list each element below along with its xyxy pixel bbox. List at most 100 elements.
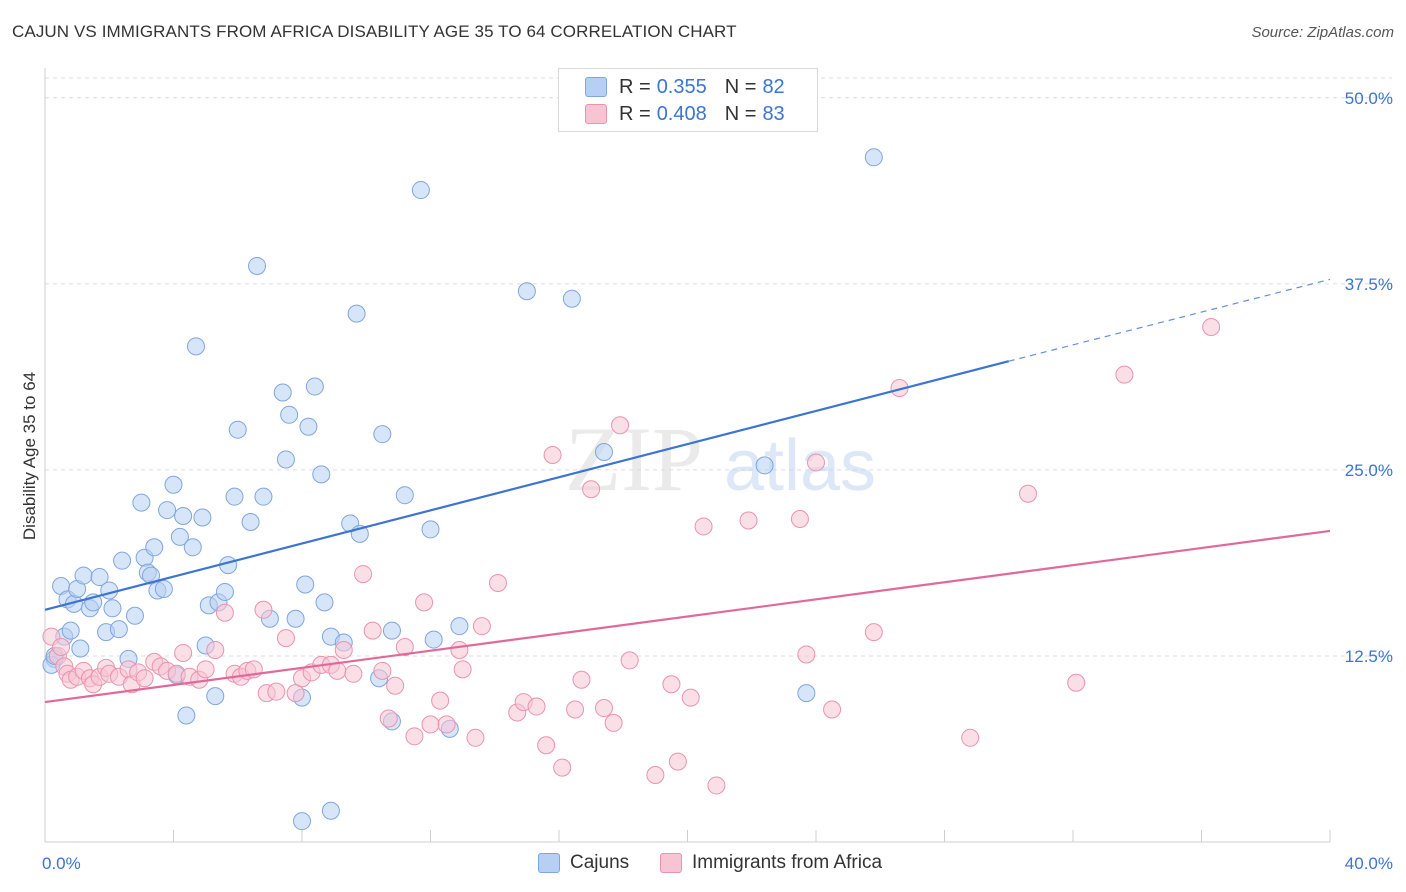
legend-n-label: N = [724, 102, 757, 125]
africa-point [363, 621, 382, 640]
legend-swatch-africa [585, 104, 607, 124]
africa-point [254, 600, 273, 619]
africa-point [472, 617, 491, 636]
africa-point [1202, 317, 1221, 336]
africa-point [961, 728, 980, 747]
legend-n-value-africa: 83 [762, 102, 785, 125]
cajun-point [186, 337, 205, 356]
cajun-point [74, 566, 93, 585]
africa-point [344, 664, 363, 683]
cajun-point [373, 425, 392, 444]
cajun-point [280, 405, 299, 424]
africa-point [1067, 673, 1086, 692]
cajun-point [797, 684, 816, 703]
africa-point [453, 660, 472, 679]
cajun-point [382, 621, 401, 640]
cajun-point [450, 617, 469, 636]
cajun-point [248, 256, 267, 275]
africa-point [694, 517, 713, 536]
legend-r-value-cajuns: 0.355 [656, 75, 707, 98]
series-legend-cajuns[interactable]: Cajuns [538, 852, 629, 874]
cajun-trend-line [44, 360, 1010, 611]
cajun-point [109, 620, 128, 639]
africa-point [52, 638, 71, 657]
africa-point [196, 660, 215, 679]
cajun-point [411, 181, 430, 200]
cajun-point [125, 606, 144, 625]
legend-r-label: R = [619, 75, 651, 98]
africa-point [488, 574, 507, 593]
cajun-point [562, 289, 581, 308]
africa-point [707, 776, 726, 795]
chart-title: CAJUN VS IMMIGRANTS FROM AFRICA DISABILI… [12, 22, 737, 41]
cajun-point [228, 420, 247, 439]
africa-point [790, 510, 809, 529]
series-legend-africa[interactable]: Immigrants from Africa [660, 852, 882, 874]
cajun-point [193, 508, 212, 527]
cajun-point [71, 639, 90, 658]
trend-lines [44, 278, 1331, 704]
cajun-point [103, 599, 122, 618]
africa-point [466, 728, 485, 747]
africa-point [395, 638, 414, 657]
legend-row-africa: R = 0.408 N = 83 [585, 102, 785, 126]
source-label: Source: ZipAtlas.com [1251, 24, 1394, 41]
cajun-point [395, 486, 414, 505]
series-name-cajuns: Cajuns [570, 852, 630, 873]
x-tick-label: 0.0% [42, 854, 81, 873]
cajun-point [158, 501, 177, 520]
africa-point [437, 715, 456, 734]
data-points [42, 148, 1221, 831]
cajun-point [225, 487, 244, 506]
africa-point [668, 752, 687, 771]
grid [45, 77, 1392, 657]
cajun-point [296, 575, 315, 594]
cajun-point [424, 630, 443, 649]
cajun-point [241, 512, 260, 531]
africa-point [386, 676, 405, 695]
africa-point [379, 709, 398, 728]
cajun-point [100, 581, 119, 600]
cajun-point [142, 566, 161, 585]
legend-swatch-cajuns [585, 77, 607, 97]
y-tick-label: 25.0% [1345, 461, 1393, 480]
series-swatch-africa [660, 853, 682, 873]
cajun-point [299, 417, 318, 436]
africa-point [864, 623, 883, 642]
africa-point [135, 669, 154, 688]
africa-point [739, 511, 758, 530]
cajun-trend-extension [1008, 278, 1331, 362]
cajun-point [206, 687, 225, 706]
correlation-legend: R = 0.355 N = 82 R = 0.408 N = 83 [558, 68, 818, 132]
africa-point [662, 675, 681, 694]
legend-n-value-cajuns: 82 [762, 75, 785, 98]
africa-point [594, 699, 613, 718]
africa-point [267, 682, 286, 701]
africa-point [807, 453, 825, 472]
cajun-point [154, 579, 173, 598]
africa-point [286, 684, 305, 703]
legend-row-cajuns: R = 0.355 N = 82 [585, 75, 785, 99]
legend-r-label: R = [619, 102, 651, 125]
cajun-point [421, 520, 440, 539]
cajun-point [273, 383, 292, 402]
cajun-point [755, 456, 774, 475]
africa-point [405, 727, 424, 746]
africa-point [543, 446, 562, 464]
x-tick-label: 40.0% [1345, 854, 1393, 873]
africa-point [681, 688, 700, 707]
africa-point [646, 766, 665, 785]
y-tick-label: 37.5% [1345, 275, 1393, 294]
africa-point [431, 691, 450, 710]
cajun-point [594, 443, 613, 462]
africa-point [373, 661, 392, 680]
cajun-point [293, 812, 311, 831]
africa-point [527, 697, 546, 716]
cajun-point [312, 465, 331, 484]
africa-point [823, 700, 842, 719]
cajun-point [90, 568, 109, 587]
africa-point [620, 651, 639, 670]
tick-labels: 12.5% 25.0% 37.5% 50.0% 0.0% 40.0% [42, 89, 1393, 873]
y-tick-label: 12.5% [1345, 647, 1393, 666]
